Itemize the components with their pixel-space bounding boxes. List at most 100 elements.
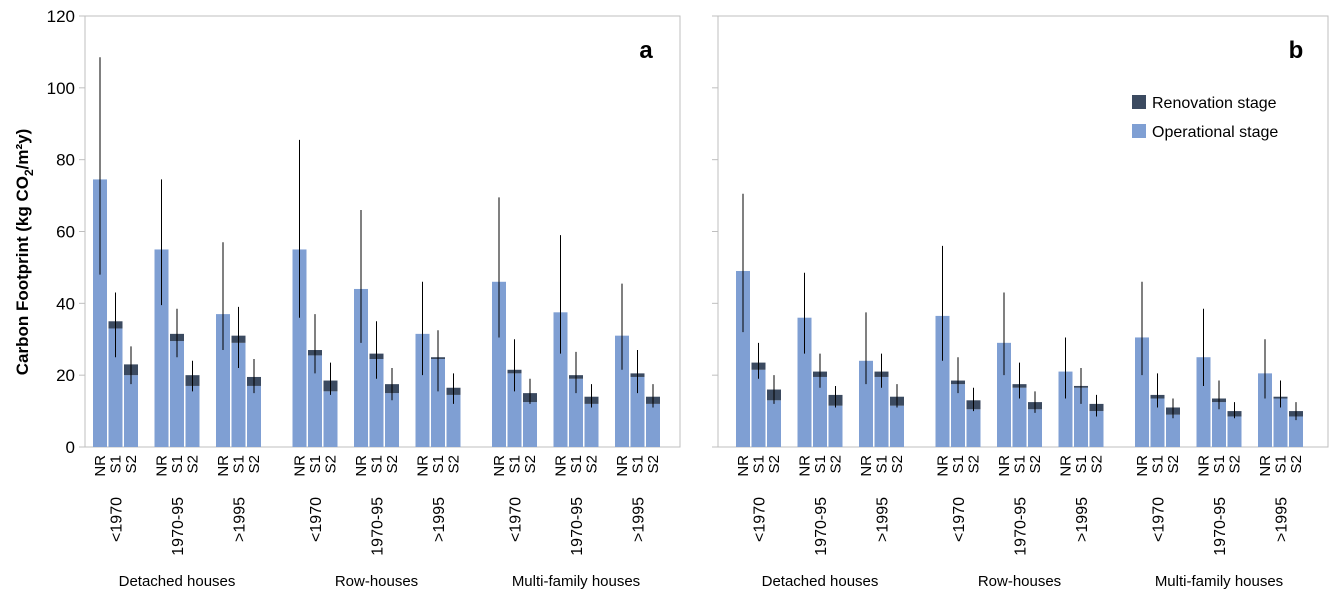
scenario-label: S2 — [1288, 455, 1305, 473]
building-type-label: Row-houses — [335, 573, 418, 590]
scenario-label: S1 — [568, 455, 585, 473]
building-type-label: Detached houses — [762, 573, 879, 590]
scenario-label: S1 — [1012, 455, 1029, 473]
legend: Renovation stage Operational stage — [1132, 95, 1278, 141]
bar-operational — [216, 314, 230, 447]
scenario-label: S2 — [766, 455, 783, 473]
scenario-label: S2 — [1165, 455, 1182, 473]
scenario-label: S2 — [1089, 455, 1106, 473]
bar-operational — [1150, 398, 1165, 447]
bar-operational — [1135, 337, 1149, 447]
legend-label-operational: Operational stage — [1152, 124, 1278, 141]
bar-operational — [1289, 416, 1303, 447]
scenario-label: S2 — [185, 455, 202, 473]
bar-operational — [553, 312, 568, 447]
bar-operational — [507, 373, 522, 447]
age-group-label: 1970-95 — [569, 497, 586, 556]
bar-operational — [797, 317, 812, 447]
bar-operational — [308, 355, 322, 447]
scenario-label: S2 — [584, 455, 601, 473]
panel-letter: b — [1289, 37, 1304, 64]
bar-operational — [630, 376, 645, 447]
bar-operational — [1273, 398, 1288, 447]
bar-operational — [1058, 371, 1073, 447]
panel-b: bNRS1S2<1970NRS1S21970-95NRS1S2>1995Deta… — [712, 15, 1329, 590]
age-group-label: <1970 — [508, 497, 525, 542]
bar-operational — [997, 342, 1011, 447]
bar-operational — [813, 376, 827, 447]
y-tick-label: 60 — [56, 223, 75, 242]
scenario-label: NR — [491, 455, 508, 477]
age-group-label: <1970 — [951, 497, 968, 542]
age-group-label: 1970-95 — [1212, 497, 1229, 556]
age-group-label: >1995 — [232, 497, 249, 542]
bar-operational — [323, 391, 338, 447]
scenario-label: S1 — [369, 455, 386, 473]
scenario-label: S1 — [169, 455, 186, 473]
scenario-label: S1 — [430, 455, 447, 473]
bar-operational — [736, 271, 750, 447]
scenario-label: NR — [735, 455, 752, 477]
scenario-label: NR — [92, 455, 109, 477]
scenario-label: NR — [996, 455, 1013, 477]
bar-operational — [1196, 357, 1211, 447]
bar-operational — [247, 385, 261, 447]
age-group-label: <1970 — [308, 497, 325, 542]
bar-operational — [231, 342, 246, 447]
bar-operational — [615, 335, 629, 447]
scenario-label: NR — [553, 455, 570, 477]
scenario-label: NR — [935, 455, 952, 477]
bar-operational — [354, 288, 368, 447]
bar-operational — [1089, 411, 1104, 447]
age-group-label: 1970-95 — [813, 497, 830, 556]
age-group-label: <1970 — [752, 497, 769, 542]
bar-operational — [1028, 409, 1042, 447]
scenario-label: S2 — [1227, 455, 1244, 473]
bar-operational — [415, 333, 430, 447]
scenario-label: NR — [154, 455, 171, 477]
y-tick-label: 80 — [56, 151, 75, 170]
bar-operational — [828, 405, 843, 447]
scenario-label: NR — [415, 455, 432, 477]
bar-operational — [93, 179, 107, 447]
building-type-label: Detached houses — [119, 573, 236, 590]
bar-operational — [170, 341, 184, 447]
bar-operational — [584, 403, 599, 447]
scenario-label: S2 — [889, 455, 906, 473]
bar-operational — [751, 369, 766, 447]
bar-operational — [369, 359, 384, 447]
legend-swatch-operational — [1132, 124, 1146, 138]
scenario-label: S1 — [812, 455, 829, 473]
bar-operational — [292, 249, 307, 447]
legend-label-renovation: Renovation stage — [1152, 95, 1277, 112]
scenario-label: S1 — [1150, 455, 1167, 473]
y-tick-label: 20 — [56, 366, 75, 385]
bar-operational — [1258, 373, 1272, 447]
bar-operational — [1212, 402, 1226, 447]
age-group-label: 1970-95 — [170, 497, 187, 556]
age-group-label: <1970 — [109, 497, 126, 542]
scenario-label: NR — [353, 455, 370, 477]
scenario-label: S1 — [950, 455, 967, 473]
scenario-label: NR — [1134, 455, 1151, 477]
scenario-label: S1 — [307, 455, 324, 473]
scenario-label: S2 — [246, 455, 263, 473]
scenario-label: S2 — [446, 455, 463, 473]
bar-operational — [859, 360, 873, 447]
scenario-label: S2 — [123, 455, 140, 473]
bar-operational — [108, 328, 123, 447]
scenario-label: S1 — [108, 455, 125, 473]
age-group-label: >1995 — [1274, 497, 1291, 542]
age-group-label: 1970-95 — [370, 497, 387, 556]
bar-operational — [874, 376, 889, 447]
bar-operational — [1074, 387, 1088, 447]
scenario-label: NR — [1058, 455, 1075, 477]
bar-operational — [446, 394, 461, 447]
scenario-label: S1 — [751, 455, 768, 473]
age-group-label: >1995 — [1074, 497, 1091, 542]
scenario-label: S1 — [507, 455, 524, 473]
bar-operational — [492, 281, 506, 447]
scenario-label: NR — [292, 455, 309, 477]
scenario-label: S2 — [828, 455, 845, 473]
scenario-label: S1 — [630, 455, 647, 473]
